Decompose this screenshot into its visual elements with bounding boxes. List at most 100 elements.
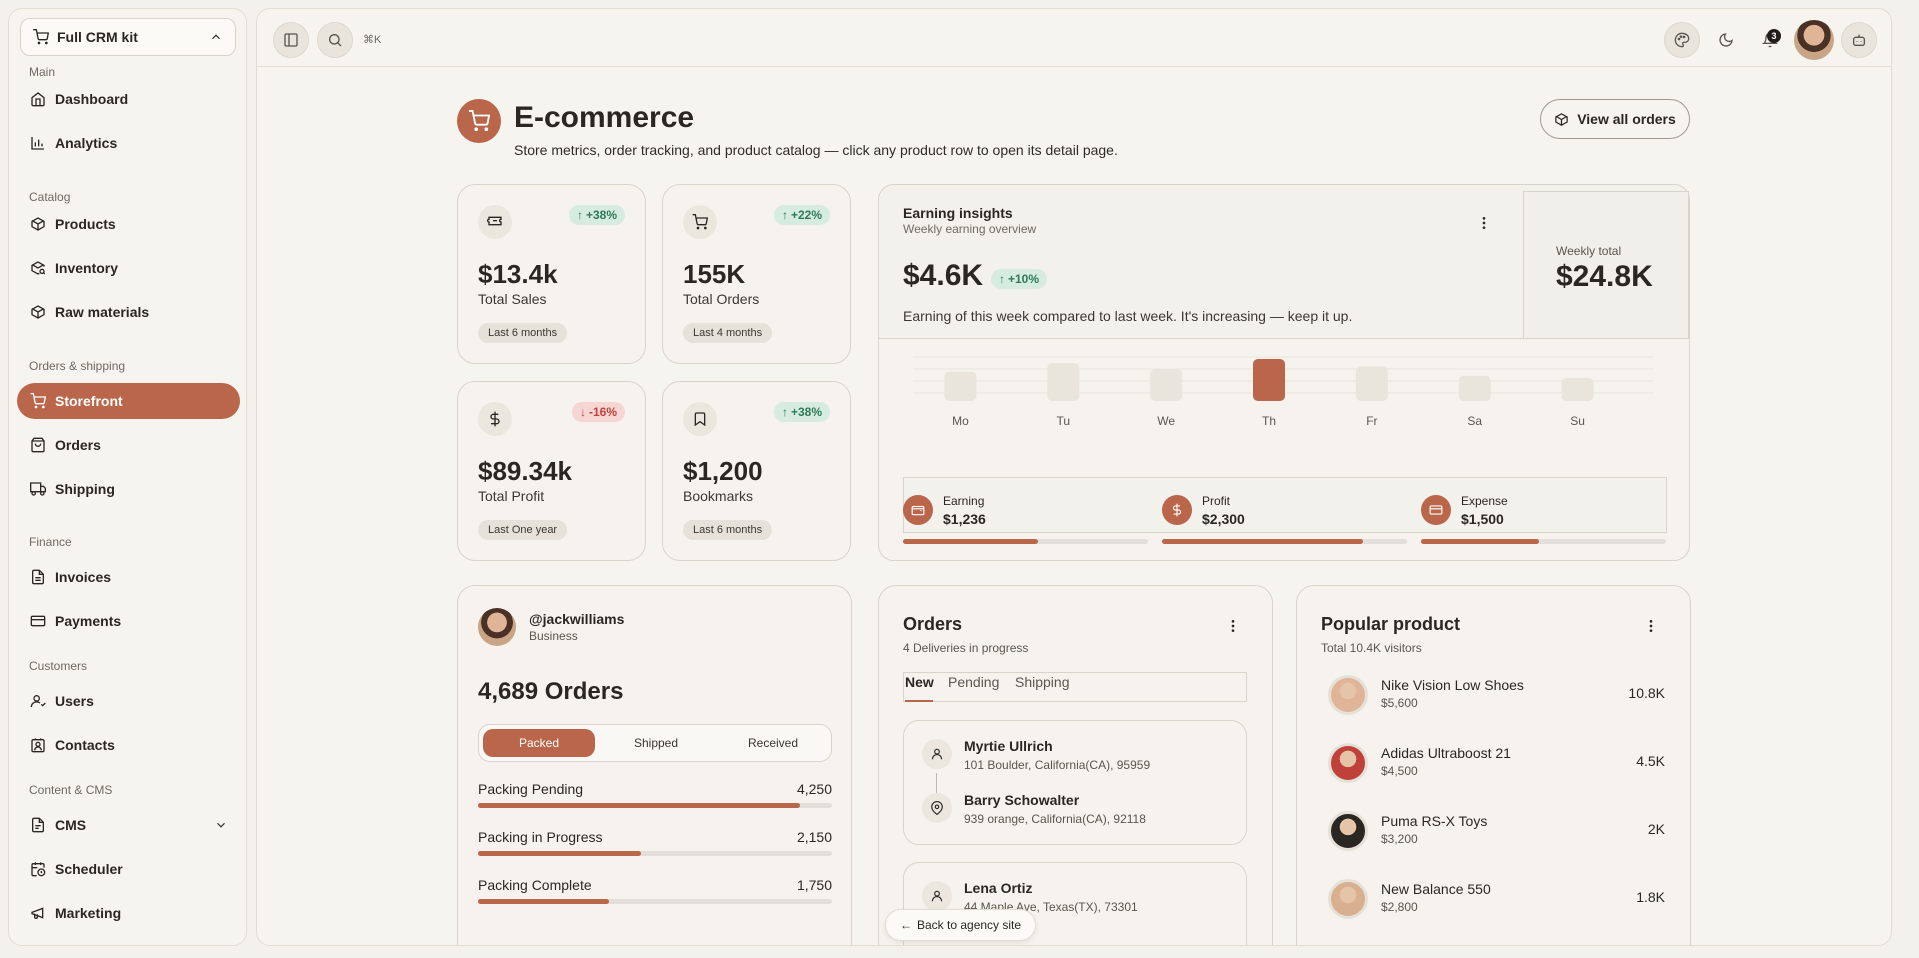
orders-title: Orders [903, 614, 963, 634]
packing-progress-track [478, 803, 832, 808]
workspace-name: Full CRM kit [57, 29, 138, 45]
file-text-icon [29, 568, 47, 586]
earning-value: $4.6K [903, 259, 984, 292]
sidebar-item-users[interactable]: Users [17, 683, 240, 719]
sidebar-item-dashboard[interactable]: Dashboard [17, 81, 240, 117]
packing-value: 1,750 [796, 877, 832, 893]
tab-pending[interactable]: Pending [948, 674, 1000, 690]
box-icon [1554, 112, 1569, 127]
search-shortcut: ⌘K [363, 34, 382, 46]
metric-progress-track [903, 539, 1148, 544]
tab-shipping[interactable]: Shipping [1015, 674, 1070, 690]
toggle-sidebar-button[interactable] [273, 22, 309, 58]
product-row[interactable]: Adidas Ultraboost 21 $4,500 4.5K [1321, 739, 1665, 791]
metric-label: Expense [1461, 494, 1508, 508]
search-button[interactable] [317, 22, 353, 58]
assistant-button[interactable] [1841, 22, 1877, 58]
product-row[interactable]: New Balance 550 $2,800 1.8K [1321, 875, 1665, 927]
sidebar-panel-icon [283, 32, 299, 48]
product-row[interactable]: Nike Vision Low Shoes $5,600 10.8K [1321, 671, 1665, 723]
sidebar-item-cms[interactable]: CMS [17, 807, 240, 843]
box-icon [29, 215, 47, 233]
product-price: $2,800 [1381, 900, 1418, 914]
metric-label: Profit [1202, 494, 1231, 508]
cart-icon [683, 205, 717, 239]
stat-value: 155K [683, 259, 746, 289]
card-icon [1421, 495, 1451, 525]
chart-bar-mo[interactable] [944, 371, 977, 401]
sidebar-item-label: Inventory [55, 260, 119, 276]
package-search-icon [29, 259, 47, 277]
sidebar-item-payments[interactable]: Payments [17, 603, 240, 639]
notifications-button[interactable]: 3 [1752, 22, 1788, 58]
product-price: $3,200 [1381, 832, 1418, 846]
product-row[interactable]: Puma RS-X Toys $3,200 2K [1321, 807, 1665, 859]
page-subtitle: Store metrics, order tracking, and produ… [514, 142, 1118, 158]
cart-icon [29, 392, 47, 410]
orders-subtitle: 4 Deliveries in progress [903, 641, 1029, 655]
sidebar-item-contacts[interactable]: Contacts [17, 727, 240, 763]
chart-bar-we[interactable] [1150, 369, 1183, 402]
sidebar-item-scheduler[interactable]: Scheduler [17, 851, 240, 887]
sender-address: 101 Boulder, California(CA), 95959 [964, 758, 1151, 772]
stat-card-bookmarks: ↑ +38% $1,200 Bookmarks Last 6 months [662, 381, 851, 561]
change-badge: ↑ +38% [568, 205, 625, 225]
sidebar-item-raw-materials[interactable]: Raw materials [17, 294, 240, 330]
product-name: Puma RS-X Toys [1381, 813, 1488, 829]
sidebar-item-marketing[interactable]: Marketing [17, 895, 240, 931]
popular-menu-button[interactable] [1641, 616, 1661, 636]
chart-bar-fr[interactable] [1355, 366, 1388, 401]
dark-mode-button[interactable] [1708, 22, 1744, 58]
bell-icon: 3 [1762, 29, 1781, 48]
chevron-down-icon [214, 818, 228, 832]
moon-icon [1718, 32, 1734, 48]
tab-shipped[interactable]: Shipped [633, 736, 679, 750]
metric-progress-fill [903, 539, 1038, 544]
earning-change-badge: ↑ +10% [991, 269, 1048, 289]
theme-palette-button[interactable] [1664, 22, 1700, 58]
back-to-agency-button[interactable]: ← Back to agency site [885, 909, 1037, 941]
view-all-orders-button[interactable]: View all orders [1540, 99, 1690, 139]
tab-new[interactable]: New [905, 674, 934, 702]
metric-value: $2,300 [1202, 511, 1245, 527]
workspace-switcher[interactable]: Full CRM kit [20, 18, 236, 56]
section-content-cms: Content & CMS [29, 783, 113, 797]
order-item[interactable]: Myrtie Ullrich 101 Boulder, California(C… [903, 720, 1247, 845]
popular-product-card: Popular product Total 10.4K visitors Nik… [1296, 585, 1691, 945]
sidebar-item-orders[interactable]: Orders [17, 427, 240, 463]
chart-bar-th[interactable] [1253, 359, 1285, 401]
sidebar-item-shipping[interactable]: Shipping [17, 471, 240, 507]
sidebar-item-inventory[interactable]: Inventory [17, 250, 240, 286]
user-circle-icon [922, 881, 952, 911]
page-icon [457, 99, 501, 143]
chart-bar-tu[interactable] [1047, 363, 1080, 401]
sidebar-item-products[interactable]: Products [17, 206, 240, 242]
earning-description: Earning of this week compared to last we… [903, 308, 1353, 324]
ticket-icon [478, 205, 512, 239]
product-avatar [1328, 675, 1368, 715]
wallet-icon [903, 495, 933, 525]
packing-progress-fill [478, 851, 641, 856]
earning-menu-button[interactable] [1474, 213, 1494, 233]
user-avatar[interactable] [1794, 20, 1834, 60]
sidebar-item-storefront[interactable]: Storefront [17, 383, 240, 419]
home-icon [29, 90, 47, 108]
view-all-orders-label: View all orders [1577, 111, 1676, 127]
arrow-left-icon: ← [900, 918, 912, 932]
chart-tick-label: Mo [952, 414, 969, 428]
chart-bar-su[interactable] [1561, 377, 1594, 401]
palette-icon [1674, 32, 1690, 48]
orders-menu-button[interactable] [1223, 616, 1243, 636]
section-main: Main [29, 65, 56, 79]
packing-row: Packing Pending 4,250 [478, 781, 832, 821]
earning-metric: Expense $1,500 [1421, 477, 1666, 547]
more-vertical-icon [1476, 215, 1492, 231]
tab-received[interactable]: Received [747, 736, 799, 750]
stat-value: $13.4k [478, 259, 558, 289]
tab-packed[interactable]: Packed [483, 729, 595, 757]
packing-progress-fill [478, 803, 801, 808]
change-value: +22% [790, 208, 822, 222]
chart-bar-sa[interactable] [1458, 375, 1491, 401]
sidebar-item-invoices[interactable]: Invoices [17, 559, 240, 595]
sidebar-item-analytics[interactable]: Analytics [17, 125, 240, 161]
